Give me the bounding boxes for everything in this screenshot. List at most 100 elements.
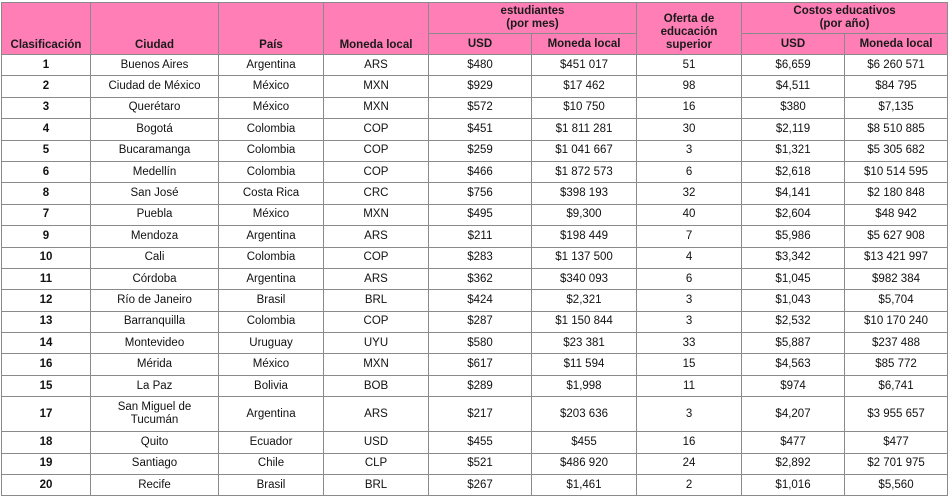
city-cell: Santiago	[90, 452, 219, 476]
cost-local-cell: $48 942	[844, 203, 949, 227]
cost-local-cell: $5 305 682	[844, 139, 949, 162]
header-oferta: Oferta de educación superior	[636, 2, 743, 55]
rank-cell: 15	[1, 374, 91, 398]
city-cell: Recife	[90, 474, 219, 497]
currency-cell: CLP	[323, 452, 429, 476]
students-local-cell: $340 093	[530, 267, 638, 291]
rank-cell: 3	[1, 96, 91, 120]
higher-ed-offer-cell: 3	[636, 139, 743, 162]
higher-ed-offer-cell: 98	[636, 75, 743, 98]
table-row: 14 Montevideo Uruguay UYU $580 $23 381 33 $5,88…	[1, 332, 949, 355]
cost-usd-cell: $2,618	[741, 160, 846, 184]
students-usd-cell: $217	[428, 396, 532, 433]
table-row: 12 Río de Janeiro Brasil BRL $424 $2,321 3 $1,0…	[1, 289, 949, 312]
students-usd-cell: $580	[428, 332, 532, 355]
header-costos-usd: USD	[741, 33, 846, 55]
cost-local-cell: $5,704	[844, 289, 949, 312]
cost-usd-cell: $2,892	[741, 452, 846, 476]
city-cell: La Paz	[90, 374, 219, 398]
cost-usd-cell: $4,563	[741, 353, 846, 376]
city-cell: San José	[90, 182, 219, 205]
cost-usd-cell: $477	[741, 431, 846, 454]
table-row: 3 Querétaro México MXN $572 $10 750 16 $380 $7,1…	[1, 96, 949, 120]
students-local-cell: $486 920	[530, 452, 638, 476]
higher-ed-offer-cell: 4	[636, 246, 743, 269]
country-cell: Costa Rica	[218, 182, 324, 205]
higher-ed-offer-cell: 24	[636, 452, 743, 476]
cost-local-cell: $237 488	[844, 332, 949, 355]
header-costos-group: Costos educativos (por año)	[741, 2, 949, 34]
currency-cell: USD	[323, 431, 429, 454]
higher-ed-offer-cell: 3	[636, 310, 743, 334]
currency-cell: COP	[323, 246, 429, 269]
students-usd-cell: $617	[428, 353, 532, 376]
students-usd-cell: $362	[428, 267, 532, 291]
country-cell: México	[218, 353, 324, 376]
city-cell: Quito	[90, 431, 219, 454]
city-cell: Barranquilla	[90, 310, 219, 334]
header-pais: País	[218, 2, 324, 55]
cost-usd-cell: $380	[741, 96, 846, 120]
cost-local-cell: $3 955 657	[844, 396, 949, 433]
table-row: 4 Bogotá Colombia COP $451 $1 811 281 30 $2,119…	[1, 118, 949, 141]
rank-cell: 19	[1, 452, 91, 476]
city-cell: Mérida	[90, 353, 219, 376]
students-local-cell: $451 017	[530, 53, 638, 77]
students-usd-cell: $259	[428, 139, 532, 162]
country-cell: Ecuador	[218, 431, 324, 454]
header-ciudad: Ciudad	[90, 2, 219, 55]
students-usd-cell: $572	[428, 96, 532, 120]
currency-cell: ARS	[323, 53, 429, 77]
country-cell: México	[218, 203, 324, 227]
country-cell: Chile	[218, 452, 324, 476]
cost-local-cell: $84 795	[844, 75, 949, 98]
header-estudiantes-group: estudiantes (por mes)	[427, 2, 638, 34]
students-local-cell: $2,321	[530, 289, 638, 312]
table-row: 7 Puebla México MXN $495 $9,300 40 $2,604 $48 94…	[1, 203, 949, 227]
country-cell: Brasil	[218, 289, 324, 312]
cost-usd-cell: $1,321	[741, 139, 846, 162]
city-cell: Río de Janeiro	[90, 289, 219, 312]
cost-local-cell: $10 170 240	[844, 310, 949, 334]
cost-local-cell: $7,135	[844, 96, 949, 120]
rank-cell: 10	[1, 246, 91, 269]
cost-usd-cell: $3,342	[741, 246, 846, 269]
table-row: 19 Santiago Chile CLP $521 $486 920 24 $2,892 $2…	[1, 452, 949, 476]
students-local-cell: $9,300	[530, 203, 638, 227]
country-cell: México	[218, 75, 324, 98]
cost-usd-cell: $4,141	[741, 182, 846, 205]
students-local-cell: $1 872 573	[530, 160, 638, 184]
rank-cell: 9	[1, 225, 91, 248]
cost-usd-cell: $2,604	[741, 203, 846, 227]
cost-usd-cell: $5,887	[741, 332, 846, 355]
students-usd-cell: $521	[428, 452, 532, 476]
students-usd-cell: $451	[428, 118, 532, 141]
higher-ed-offer-cell: 3	[636, 396, 743, 433]
higher-ed-offer-cell: 2	[636, 474, 743, 497]
table-row: 1 Buenos Aires Argentina ARS $480 $451 017 51 $…	[1, 53, 949, 77]
currency-cell: MXN	[323, 353, 429, 376]
cost-local-cell: $2 180 848	[844, 182, 949, 205]
cost-local-cell: $2 701 975	[844, 452, 949, 476]
cost-local-cell: $8 510 885	[844, 118, 949, 141]
table-row: 16 Mérida México MXN $617 $11 594 15 $4,563 $85 …	[1, 353, 949, 376]
students-usd-cell: $424	[428, 289, 532, 312]
rank-cell: 8	[1, 182, 91, 205]
cost-usd-cell: $4,207	[741, 396, 846, 433]
currency-cell: MXN	[323, 96, 429, 120]
city-cell: Puebla	[90, 203, 219, 227]
table-row: 5 Bucaramanga Colombia COP $259 $1 041 667 3 $1…	[1, 139, 949, 162]
students-local-cell: $198 449	[530, 225, 638, 248]
city-cell: Querétaro	[90, 96, 219, 120]
rank-cell: 20	[1, 474, 91, 497]
table-row: 8 San José Costa Rica CRC $756 $398 193 32 $4,1…	[1, 182, 949, 205]
higher-ed-offer-cell: 6	[636, 267, 743, 291]
city-cell: Montevideo	[90, 332, 219, 355]
header-estudiantes-usd: USD	[428, 33, 532, 55]
city-cell: San Miguel de Tucumán	[90, 396, 219, 433]
cost-local-cell: $982 384	[844, 267, 949, 291]
higher-ed-offer-cell: 6	[636, 160, 743, 184]
table-row: 2 Ciudad de México México MXN $929 $17 462 98 $…	[1, 75, 949, 98]
rank-cell: 7	[1, 203, 91, 227]
